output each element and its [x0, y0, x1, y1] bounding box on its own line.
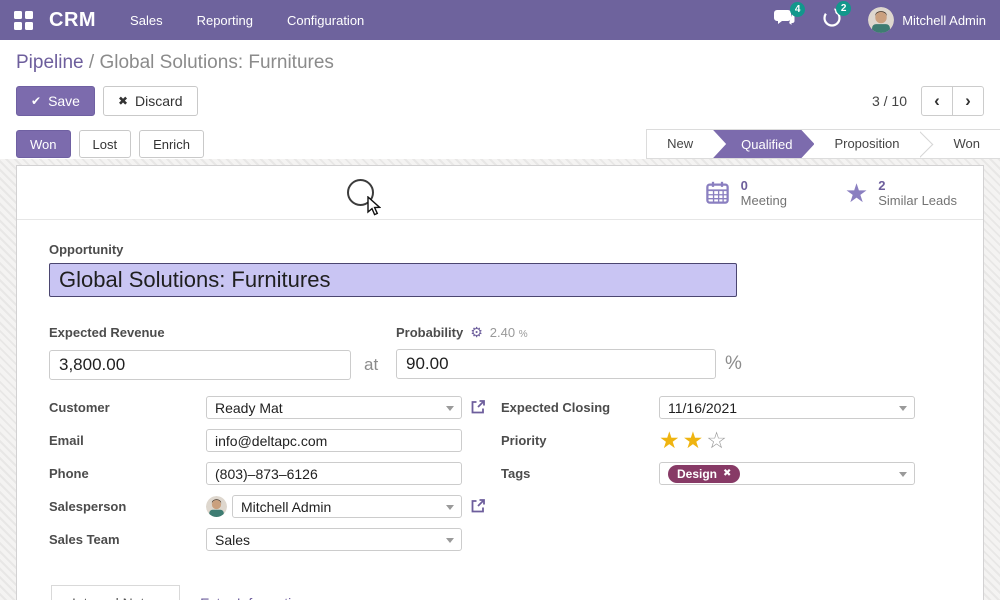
activities-badge: 2	[836, 0, 852, 16]
similar-leads-label: Similar Leads	[878, 192, 957, 208]
user-avatar[interactable]	[868, 7, 895, 33]
tag-design[interactable]: Design ✖	[668, 464, 741, 483]
app-name[interactable]: CRM	[49, 8, 97, 31]
chevron-down-icon	[899, 406, 907, 411]
meeting-stat-button[interactable]: 0 Meeting	[704, 178, 787, 208]
star-icon: ★	[844, 177, 869, 208]
phone-input[interactable]	[206, 462, 462, 485]
star-empty-icon[interactable]: ☆	[706, 427, 730, 453]
customer-label: Customer	[49, 400, 110, 415]
control-panel: Pipeline / Global Solutions: Furnitures …	[0, 40, 1000, 159]
percent-label: %	[725, 353, 742, 374]
stage-qualified[interactable]: Qualified	[713, 130, 814, 158]
check-icon: ✔	[31, 94, 42, 108]
form-sheet: 0 Meeting ★ 2 Similar Leads Opportunity	[16, 165, 984, 600]
form-view-background: 0 Meeting ★ 2 Similar Leads Opportunity	[0, 159, 1000, 600]
star-filled-icon[interactable]: ★	[682, 427, 707, 453]
pager-value: 3 / 10	[871, 93, 907, 109]
breadcrumb-current: Global Solutions: Furnitures	[99, 52, 334, 73]
discard-button[interactable]: ✖ Discard	[102, 86, 198, 116]
menu-reporting[interactable]: Reporting	[196, 12, 253, 28]
stage-new[interactable]: New	[667, 136, 694, 151]
pager-next-button[interactable]: ›	[952, 86, 984, 116]
save-button[interactable]: ✔ Save	[16, 86, 95, 116]
lost-button[interactable]: Lost	[78, 130, 132, 158]
breadcrumb-pipeline-link[interactable]: Pipeline	[16, 52, 84, 73]
sales-team-dropdown[interactable]: Sales	[206, 528, 462, 551]
customer-external-link-icon[interactable]	[470, 399, 486, 420]
probability-label: Probability	[396, 325, 464, 340]
chevron-down-icon	[446, 505, 454, 510]
menu-configuration[interactable]: Configuration	[286, 12, 365, 28]
cross-icon: ✖	[117, 94, 129, 108]
chevron-down-icon	[446, 406, 454, 411]
email-input[interactable]	[206, 429, 462, 452]
similar-leads-count: 2	[878, 177, 886, 193]
user-name[interactable]: Mitchell Admin	[902, 12, 986, 28]
breadcrumb: Pipeline / Global Solutions: Furnitures	[16, 48, 984, 86]
button-box: 0 Meeting ★ 2 Similar Leads	[17, 166, 983, 220]
expected-closing-datepicker[interactable]: 11/16/2021	[659, 396, 915, 419]
star-filled-icon[interactable]: ★	[659, 427, 683, 453]
tab-extra-information[interactable]: Extra Information	[180, 586, 327, 600]
stage-proposition[interactable]: Proposition	[834, 136, 900, 151]
pager: 3 / 10 ‹ ›	[872, 86, 984, 116]
salesperson-label: Salesperson	[49, 499, 127, 514]
loading-spinner	[347, 179, 381, 216]
priority-label: Priority	[501, 433, 547, 448]
opportunity-label: Opportunity	[49, 242, 124, 257]
stage-won[interactable]: Won	[953, 136, 981, 151]
top-navbar: CRM Sales Reporting Configuration 4 2	[0, 0, 1000, 40]
stage-separator-chevron	[920, 130, 934, 158]
mouse-cursor-icon	[367, 196, 381, 216]
gear-icon[interactable]: ⚙	[470, 324, 483, 340]
at-label: at	[364, 355, 379, 374]
won-button[interactable]: Won	[16, 130, 71, 158]
email-label: Email	[49, 433, 84, 448]
salesperson-avatar	[206, 496, 227, 517]
opportunity-title-input[interactable]	[49, 263, 737, 297]
chevron-down-icon	[899, 472, 907, 477]
salesperson-dropdown[interactable]: Mitchell Admin	[232, 495, 462, 518]
phone-label: Phone	[49, 466, 89, 481]
probability-input[interactable]	[396, 349, 716, 379]
expected-revenue-input[interactable]	[49, 350, 351, 380]
tags-dropdown[interactable]: Design ✖	[659, 462, 915, 485]
messages-badge: 4	[790, 1, 806, 17]
meeting-label: Meeting	[740, 192, 787, 208]
breadcrumb-separator: /	[83, 52, 100, 73]
calendar-icon	[705, 181, 729, 204]
customer-dropdown[interactable]: Ready Mat	[206, 396, 462, 419]
stage-bar: New Qualified Proposition Won	[646, 129, 1000, 159]
automated-probability: 2.40 %	[489, 325, 528, 340]
expected-revenue-label: Expected Revenue	[49, 325, 165, 340]
sales-team-label: Sales Team	[49, 532, 120, 547]
meeting-count: 0	[740, 177, 748, 193]
tags-label: Tags	[501, 466, 531, 481]
tab-internal-notes[interactable]: Internal Notes	[51, 585, 181, 600]
activities-button[interactable]: 2	[822, 0, 852, 33]
pager-previous-button[interactable]: ‹	[921, 86, 953, 116]
chevron-down-icon	[446, 538, 454, 543]
similar-leads-stat-button[interactable]: ★ 2 Similar Leads	[845, 178, 957, 208]
messages-button[interactable]: 4	[774, 1, 806, 32]
expected-closing-label: Expected Closing	[501, 400, 611, 415]
menu-sales[interactable]: Sales	[130, 12, 163, 28]
notebook-tabs: Internal Notes Extra Information	[49, 585, 951, 600]
enrich-button[interactable]: Enrich	[139, 130, 204, 158]
apps-menu-icon[interactable]	[14, 10, 33, 30]
salesperson-external-link-icon[interactable]	[470, 498, 486, 519]
priority-stars[interactable]: ★ ★ ☆	[659, 429, 915, 452]
tag-remove-icon[interactable]: ✖	[723, 468, 732, 479]
